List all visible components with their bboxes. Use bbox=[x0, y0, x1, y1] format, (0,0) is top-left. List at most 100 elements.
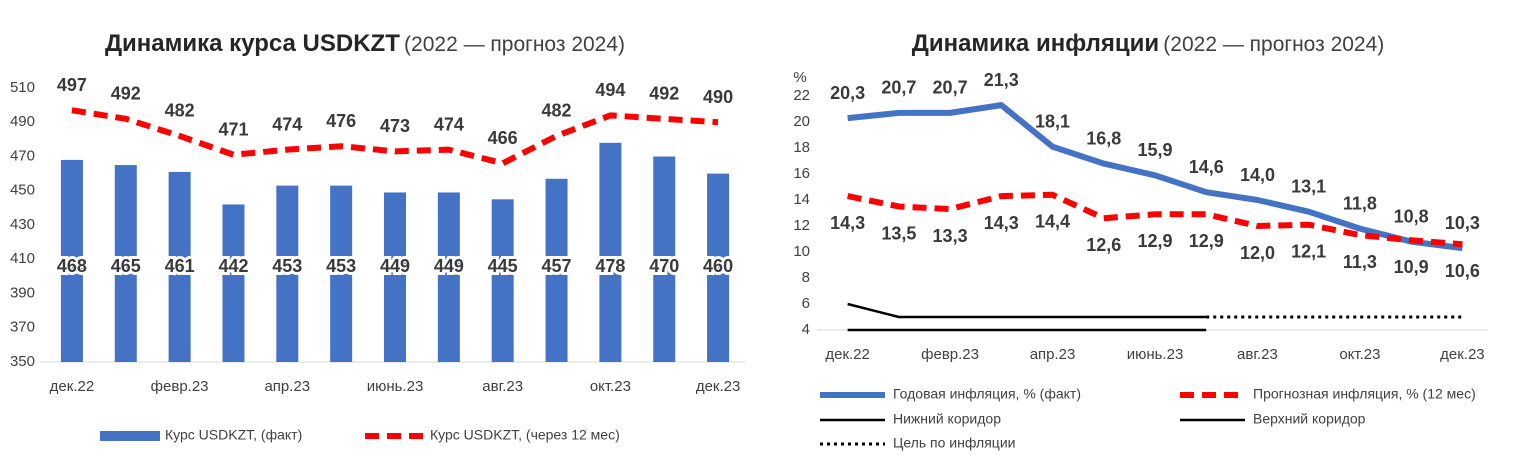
value-label: 12,9 bbox=[1137, 231, 1172, 251]
x-tick-label: дек.22 bbox=[50, 378, 95, 395]
value-label: 471 bbox=[218, 120, 248, 140]
y-tick-label: 430 bbox=[10, 216, 35, 233]
bar bbox=[60, 159, 83, 362]
legend-label: Верхний коридор bbox=[1253, 411, 1366, 427]
y-tick-label: 490 bbox=[10, 113, 35, 130]
value-label: 465 bbox=[111, 256, 141, 276]
bar bbox=[276, 185, 299, 362]
value-label: 20,7 bbox=[881, 78, 916, 98]
y-tick-label: 20 bbox=[793, 113, 810, 130]
value-label: 490 bbox=[703, 87, 733, 107]
bar bbox=[114, 165, 137, 362]
y-tick-label: 18 bbox=[793, 139, 810, 156]
subtitle: (2022 — прогноз 2024) bbox=[1163, 33, 1384, 56]
bar bbox=[599, 142, 622, 362]
legend-label: Прогнозная инфляция, % (12 мес) bbox=[1253, 386, 1476, 402]
value-label: 14,6 bbox=[1189, 157, 1224, 177]
value-label: 13,3 bbox=[933, 226, 968, 246]
value-label: 15,9 bbox=[1137, 140, 1172, 160]
y-tick-label: 22 bbox=[793, 87, 810, 104]
y-tick-label: 510 bbox=[10, 79, 35, 96]
x-tick-label: окт.23 bbox=[590, 378, 631, 395]
value-label: 470 bbox=[649, 256, 679, 276]
value-label: 12,9 bbox=[1189, 231, 1224, 251]
value-label: 14,3 bbox=[830, 213, 865, 233]
value-label: 494 bbox=[595, 80, 625, 100]
value-label: 14,3 bbox=[984, 213, 1019, 233]
legend-label: Цель по инфляции bbox=[893, 435, 1015, 451]
legend-label: Курс USDKZT, (факт) bbox=[165, 427, 302, 443]
value-label: 492 bbox=[111, 84, 141, 104]
value-label: 12,1 bbox=[1291, 241, 1326, 261]
line bbox=[847, 302, 1207, 319]
value-label: 492 bbox=[649, 84, 679, 104]
value-label: 10,3 bbox=[1445, 213, 1480, 233]
line bbox=[847, 191, 1463, 248]
x-tick-label: апр.23 bbox=[264, 378, 310, 395]
x-tick-label: июнь.23 bbox=[367, 378, 424, 395]
line bbox=[71, 107, 719, 167]
value-label: 445 bbox=[488, 256, 518, 276]
title: Динамика курса USDKZT bbox=[105, 30, 400, 57]
y-tick-label: 410 bbox=[10, 250, 35, 267]
bar bbox=[384, 192, 406, 362]
chart-title: Динамика курса USDKZT (2022 — прогноз 20… bbox=[105, 30, 625, 57]
value-label: 14,0 bbox=[1240, 165, 1275, 185]
value-label: 468 bbox=[57, 256, 87, 276]
bar bbox=[545, 178, 568, 362]
legend-swatch bbox=[100, 431, 160, 441]
x-tick-label: авг.23 bbox=[482, 378, 523, 395]
legend-label: Годовая инфляция, % (факт) bbox=[893, 386, 1081, 402]
bar bbox=[491, 199, 514, 362]
y-tick-label: 10 bbox=[793, 243, 810, 260]
legend-label: Курс USDKZT, (через 12 мес) bbox=[430, 427, 620, 443]
y-tick-label: 6 bbox=[802, 295, 810, 312]
bar bbox=[330, 185, 353, 362]
value-label: 13,1 bbox=[1291, 176, 1326, 196]
value-label: 10,9 bbox=[1394, 257, 1429, 277]
value-label: 482 bbox=[542, 101, 572, 121]
value-label: 13,5 bbox=[881, 223, 916, 243]
value-label: 474 bbox=[434, 114, 464, 134]
value-label: 466 bbox=[488, 128, 518, 148]
x-tick-label: авг.23 bbox=[1237, 346, 1278, 363]
value-label: 453 bbox=[326, 256, 356, 276]
value-label: 12,6 bbox=[1086, 235, 1121, 255]
value-label: 474 bbox=[272, 114, 302, 134]
y-tick-label: 12 bbox=[793, 217, 810, 234]
legend-label: Нижний коридор bbox=[893, 411, 1001, 427]
value-label: 457 bbox=[542, 256, 572, 276]
bar bbox=[437, 192, 460, 362]
bar bbox=[222, 204, 245, 362]
value-label: 14,4 bbox=[1035, 212, 1070, 232]
value-label: 18,1 bbox=[1035, 111, 1070, 131]
x-tick-label: дек.23 bbox=[1440, 346, 1485, 363]
y-tick-label: 390 bbox=[10, 284, 35, 301]
x-tick-label: февр.23 bbox=[151, 378, 209, 395]
y-tick-label: 16 bbox=[793, 165, 810, 182]
value-label: 449 bbox=[434, 256, 464, 276]
x-tick-label: июнь.23 bbox=[1127, 346, 1184, 363]
value-label: 442 bbox=[218, 256, 248, 276]
y-tick-label: 470 bbox=[10, 147, 35, 164]
x-tick-label: апр.23 bbox=[1030, 346, 1076, 363]
y-tick-label: 370 bbox=[10, 319, 35, 336]
y-tick-label: 450 bbox=[10, 182, 35, 199]
value-label: 16,8 bbox=[1086, 128, 1121, 148]
x-tick-label: февр.23 bbox=[921, 346, 979, 363]
value-label: 449 bbox=[380, 256, 410, 276]
value-label: 478 bbox=[595, 256, 625, 276]
y-tick-label: 350 bbox=[10, 353, 35, 370]
value-label: 10,6 bbox=[1445, 261, 1480, 281]
bar bbox=[168, 171, 191, 362]
x-tick-label: дек.23 bbox=[696, 378, 741, 395]
value-label: 12,0 bbox=[1240, 243, 1275, 263]
value-label: 11,3 bbox=[1343, 252, 1377, 272]
line bbox=[847, 102, 1463, 252]
bar bbox=[707, 173, 730, 362]
value-label: 476 bbox=[326, 111, 356, 131]
value-label: 482 bbox=[165, 101, 195, 121]
value-label: 20,7 bbox=[933, 78, 968, 98]
value-label: 461 bbox=[165, 256, 195, 276]
